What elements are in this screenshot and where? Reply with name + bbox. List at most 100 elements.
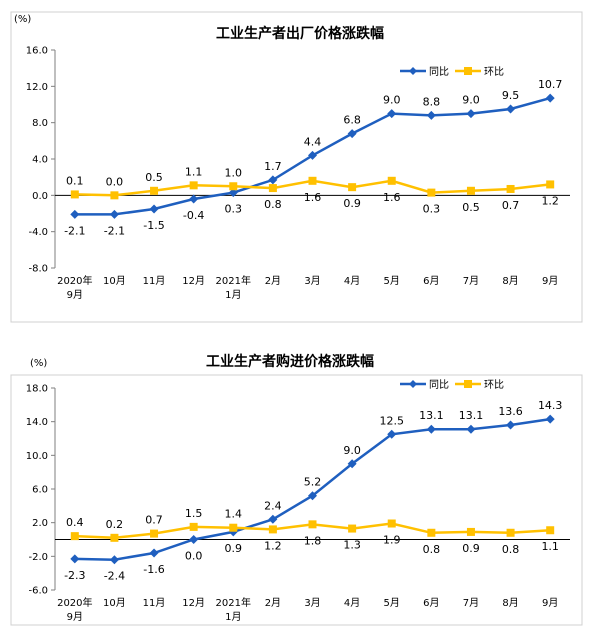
x-tick-label: 4月 [344, 275, 360, 287]
legend-label: 同比 [429, 66, 449, 78]
data-point [387, 519, 396, 528]
data-point [545, 93, 555, 103]
x-tick-label: 11月 [143, 597, 166, 609]
x-tick-label: 12月 [182, 597, 205, 609]
y-unit-label: (%) [30, 358, 47, 369]
data-label: 10.7 [538, 78, 563, 91]
data-label: 13.1 [459, 409, 484, 422]
data-point [506, 528, 515, 537]
data-label: 9.5 [502, 89, 520, 102]
data-label: 0.8 [264, 198, 282, 211]
x-tick-label: 3月 [304, 597, 320, 609]
x-tick-label: 7月 [463, 597, 479, 609]
y-tick-label: -2.0 [28, 552, 48, 563]
y-tick-label: 14.0 [26, 417, 48, 428]
data-point [189, 181, 198, 190]
data-label: 0.8 [502, 543, 520, 556]
data-label: 1.5 [185, 507, 203, 520]
y-tick-label: -4.0 [28, 227, 48, 238]
series-yoy: -2.3 -2.4 -1.6 0.0 0.9 2.4 5.2 9.0 12.5 13.1 13.1 1… [64, 399, 562, 583]
data-point [150, 186, 159, 195]
y-tick-label: 6.0 [32, 485, 48, 496]
data-label: 0.0 [185, 550, 203, 563]
data-label: 0.9 [462, 542, 480, 555]
data-label: -0.4 [183, 209, 204, 222]
y-tick-label: 18.0 [26, 384, 48, 395]
data-point [348, 183, 357, 192]
chart-1: 工业生产者出厂价格涨跌幅 (%) 16.0 12.0 8.0 4.0 0.0 -4.0 -8.0… [10, 11, 583, 323]
data-label: 0.7 [145, 514, 163, 527]
data-point [70, 532, 79, 541]
x-tick-label: 4月 [344, 597, 360, 609]
data-label: -1.6 [143, 563, 164, 576]
data-label: 0.1 [66, 174, 84, 187]
data-point [348, 524, 357, 533]
data-point [70, 554, 80, 564]
data-point [70, 209, 80, 219]
x-tick-label: 2021年 1月 [216, 596, 251, 623]
data-point [110, 533, 119, 542]
data-point [466, 527, 475, 536]
data-point [268, 525, 277, 534]
data-label: 0.5 [145, 171, 163, 184]
data-label: 0.3 [225, 203, 243, 216]
data-label: 0.9 [343, 197, 361, 210]
x-tick-label: 12月 [182, 275, 205, 287]
data-point [189, 194, 199, 204]
data-label: 0.2 [106, 518, 124, 531]
data-point [545, 414, 555, 424]
data-point [308, 491, 317, 501]
data-label: 1.4 [225, 508, 243, 521]
data-point [387, 176, 396, 185]
x-tick-label: 9月 [542, 275, 558, 287]
data-point [308, 150, 317, 160]
data-label: -2.1 [64, 224, 85, 237]
data-point [466, 186, 475, 195]
data-label: -1.5 [143, 219, 164, 232]
data-point [189, 535, 199, 544]
x-tick-label: 2月 [265, 275, 281, 287]
data-point [426, 110, 436, 120]
data-point [308, 520, 317, 529]
data-point [387, 429, 397, 439]
legend-marker [464, 380, 472, 388]
chart-title: 工业生产者购进价格涨跌幅 [206, 353, 374, 370]
data-point [149, 204, 159, 214]
data-point [546, 526, 555, 535]
legend-marker [464, 67, 472, 75]
data-label: 0.3 [423, 203, 441, 216]
data-label: 1.2 [264, 539, 282, 552]
y-tick-label: 4.0 [32, 155, 48, 166]
legend: 同比 环比 [400, 379, 504, 391]
chart-title: 工业生产者出厂价格涨跌幅 [216, 25, 384, 42]
data-label: 13.6 [498, 405, 523, 418]
x-tick-label: 10月 [103, 275, 126, 287]
data-label: 9.0 [462, 94, 480, 107]
series-yoy: -2.1 -2.1 -1.5 -0.4 0.3 1.7 4.4 6.8 9.0 8.8 9.0 9.5… [64, 78, 562, 237]
chart-2: 工业生产者购进价格涨跌幅 (%) 18.0 14.0 10.0 6.0 2.0 -2.0 -6.… [10, 353, 583, 626]
data-label: 0.0 [106, 175, 124, 188]
legend-marker [409, 380, 417, 388]
data-point [229, 182, 238, 191]
data-point [427, 528, 436, 537]
y-tick-label: 2.0 [32, 518, 48, 529]
data-point [149, 548, 159, 558]
x-tick-label: 9月 [542, 597, 558, 609]
data-label: 1.6 [383, 191, 401, 204]
x-tick-label: 7月 [463, 275, 479, 287]
y-tick-label: -8.0 [28, 264, 48, 275]
series-mom: 0.4 0.2 0.7 1.5 1.4 1.2 1.8 1.3 1.9 0.8 0.9 0.8 1.1 [66, 507, 559, 556]
data-point [109, 555, 119, 565]
data-label: -2.3 [64, 569, 85, 582]
chart-frame [10, 11, 583, 323]
x-tick-label: 3月 [304, 275, 320, 287]
data-point [308, 176, 317, 185]
legend-label: 同比 [429, 379, 449, 391]
x-tick-label: 2020年 9月 [57, 274, 92, 301]
data-label: 0.4 [66, 516, 84, 529]
data-label: -2.1 [104, 224, 125, 237]
y-unit-label: (%) [14, 14, 31, 25]
data-label: 0.7 [502, 199, 520, 212]
data-label: 8.8 [423, 95, 441, 108]
data-point [506, 104, 516, 114]
